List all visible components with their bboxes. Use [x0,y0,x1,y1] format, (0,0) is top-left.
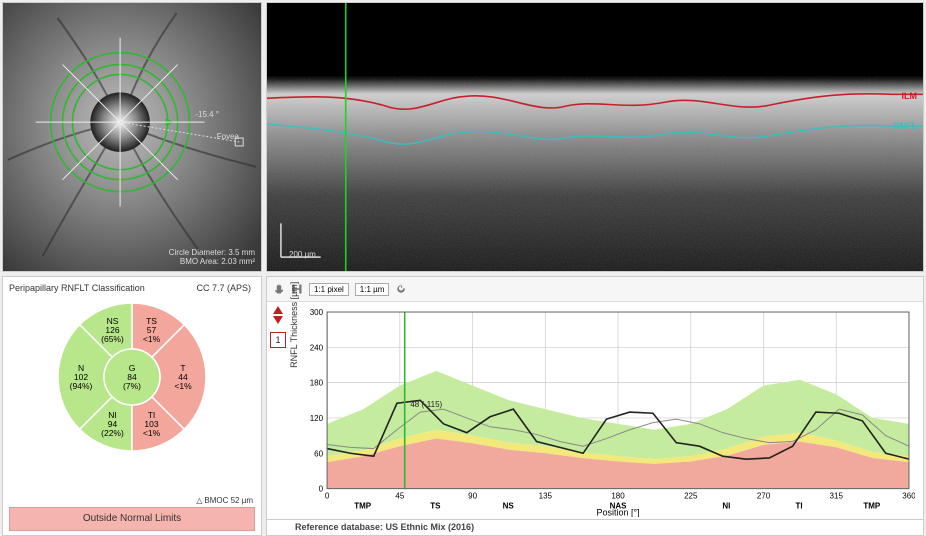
hand-icon[interactable] [273,283,285,295]
fundus-panel: -15.4 ° Fovea Circle Diameter: 3.5 mm BM… [2,2,262,272]
profile-toolbar: 1:1 pixel 1:1 µm [267,277,923,302]
ytick: 240 [310,343,324,352]
ytick: 60 [314,449,323,458]
sector-chart: T44<1%TS57<1%NS126(65%)N102(94%)NI94(22%… [9,295,255,460]
ytick: 120 [310,414,324,423]
xtick: 225 [684,492,698,501]
xcat-label: TI [796,502,803,511]
reference-database: Reference database: US Ethnic Mix (2016) [267,519,923,535]
xcat-label: TMP [863,502,881,511]
chart-xlabel: Position [°] [596,508,639,517]
bscan-panel: ILM RNFL 200 µm [266,2,924,272]
xcat-label: NI [722,502,730,511]
xtick: 45 [395,492,404,501]
frame-down-button[interactable] [273,316,283,324]
chart-ylabel: RNFL Thickness [µm] [289,282,299,368]
fundus-fovea-label: Fovea [217,132,239,141]
circle-diameter: Circle Diameter: 3.5 mm [169,248,255,258]
xtick: 0 [325,492,330,501]
classification-panel: Peripapillary RNFLT Classification CC 7.… [2,276,262,536]
profile-body: 1 0 60 120 180 240 300 0 45 90 135 180 225 270 315 360… [267,302,923,519]
zoom-1to1-um-button[interactable]: 1:1 µm [355,283,390,296]
ilm-label: ILM [902,91,918,101]
reset-icon[interactable] [395,283,407,295]
xtick: 180 [611,492,625,501]
bmoc-label: BMOC 52 µm [196,496,253,505]
zoom-1to1-pixel-button[interactable]: 1:1 pixel [309,283,349,296]
frame-up-button[interactable] [273,306,283,314]
rnfl-label: RNFL [893,121,917,131]
ytick: 180 [310,379,324,388]
cursor-readout: 48 (-115) [410,400,442,409]
ytick: 300 [310,308,324,317]
ytick: 0 [319,485,324,494]
fundus-footer: Circle Diameter: 3.5 mm BMO Area: 2.03 m… [169,248,255,267]
xcat-label: NS [503,502,515,511]
bmo-area: BMO Area: 2.03 mm² [169,257,255,267]
xcat-label: TS [430,502,441,511]
rnfl-thickness-chart[interactable]: 0 60 120 180 240 300 0 45 90 135 180 225 270 315 360 TM… [293,306,915,517]
profile-panel: 1:1 pixel 1:1 µm 1 060120180240300045901… [266,276,924,536]
report-root: -15.4 ° Fovea Circle Diameter: 3.5 mm BM… [0,0,926,531]
xtick: 315 [830,492,844,501]
normal-limits-banner: Outside Normal Limits [9,507,255,531]
bscan-scale: 200 µm [289,250,316,259]
fundus-angle: -15.4 ° [195,110,219,119]
xtick: 90 [468,492,477,501]
xtick: 135 [539,492,553,501]
xtick: 270 [757,492,771,501]
frame-number: 1 [270,332,286,348]
xtick: 360 [902,492,915,501]
bscan-image [267,3,923,271]
xcat-label: TMP [354,502,372,511]
classification-cc: CC 7.7 (APS) [196,283,251,293]
frame-controls: 1 [267,302,289,519]
